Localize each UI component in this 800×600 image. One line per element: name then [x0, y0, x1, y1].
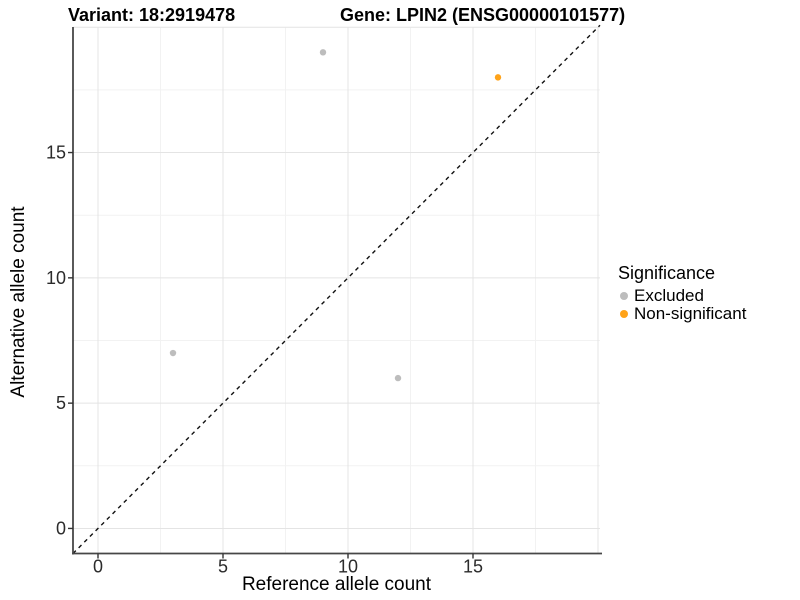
x-tick-label: 5	[218, 557, 228, 577]
legend-label: Excluded	[634, 286, 704, 305]
data-point-excluded	[394, 374, 402, 382]
legend-label: Non-significant	[634, 304, 747, 323]
y-tick-label: 10	[46, 268, 66, 288]
y-tick-label: 15	[46, 143, 66, 163]
legend-items: Excluded Non-significant	[617, 286, 747, 323]
legend-item-non-significant: Non-significant	[617, 304, 747, 323]
legend-item-excluded: Excluded	[617, 286, 746, 305]
legend-title: Significance	[618, 263, 716, 283]
legend-key-dot	[620, 310, 628, 318]
y-axis-title: Alternative allele count	[8, 206, 29, 398]
x-tick-label: 15	[463, 557, 483, 577]
plot-title-gene: Gene: LPIN2 (ENSG00000101577)	[340, 5, 626, 25]
x-tick-label: 0	[93, 557, 103, 577]
data-point-non-significant	[494, 74, 502, 81]
y-tick-label: 5	[56, 393, 66, 413]
data-point-excluded	[319, 49, 327, 56]
data-point-excluded	[169, 349, 177, 357]
identity-line	[72, 24, 601, 554]
legend: Significance Excluded Non-significant	[617, 263, 746, 323]
y-tick-label: 0	[56, 518, 66, 538]
legend-key-dot	[620, 292, 628, 300]
plot-title-variant: Variant: 18:2919478	[68, 5, 236, 25]
x-tick-label: 10	[338, 557, 358, 577]
x-axis-title: Reference allele count	[241, 574, 432, 595]
